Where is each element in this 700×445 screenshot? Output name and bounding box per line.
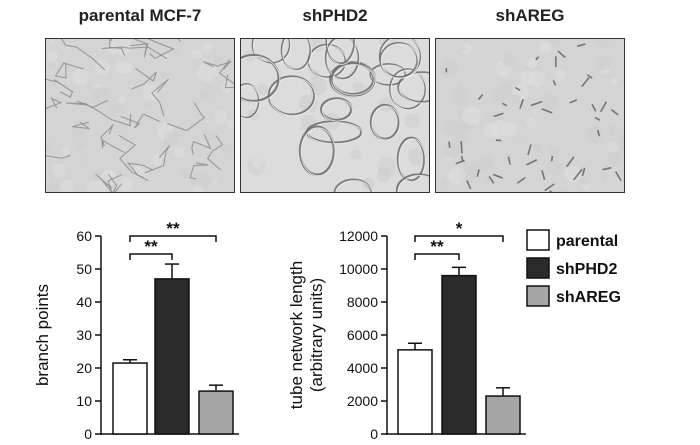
significance-label: *	[456, 219, 463, 238]
legend-label-shareg: shAREG	[556, 289, 621, 306]
chart-branch-points: 0 10 20 30 40 50 60 branch points ** **	[33, 219, 239, 442]
y-tick-label: 4000	[347, 360, 378, 376]
micrograph-shphd2	[240, 38, 430, 193]
y-axis-label: tube network length	[287, 261, 306, 409]
y-tick-label: 8000	[347, 294, 378, 310]
legend-label-parental: parental	[556, 233, 618, 250]
y-tick-label: 0	[370, 426, 378, 442]
significance-bracket	[414, 235, 504, 242]
bar-shareg	[485, 395, 521, 435]
y-tick-label: 0	[84, 426, 92, 442]
y-axis-label-units: (arbitrary units)	[307, 278, 326, 392]
bar-parental	[112, 362, 148, 435]
bar-parental	[397, 349, 433, 435]
bar-shareg	[198, 390, 234, 435]
significance-label: **	[144, 237, 158, 256]
bar-shphd2	[154, 278, 190, 435]
micrograph-parental	[45, 38, 235, 193]
significance-label: **	[430, 237, 444, 256]
y-tick-label: 6000	[347, 327, 378, 343]
legend-swatch-shphd2	[526, 257, 550, 279]
panel-title-shphd2: shPHD2	[302, 6, 368, 25]
y-tick-label: 60	[76, 228, 92, 244]
legend: parental shPHD2 shAREG	[526, 229, 621, 307]
y-axis-label: branch points	[33, 284, 52, 386]
significance-bracket	[129, 235, 217, 242]
y-tick-label: 2000	[347, 393, 378, 409]
legend-swatch-shareg	[526, 285, 550, 307]
y-tick-label: 20	[76, 360, 92, 376]
y-tick-label: 50	[76, 261, 92, 277]
legend-swatch-parental	[526, 229, 550, 251]
y-tick-label: 30	[76, 327, 92, 343]
micrograph-shareg	[435, 38, 625, 193]
significance-bracket	[129, 253, 173, 260]
significance-bracket	[414, 253, 460, 260]
y-tick-label: 40	[76, 294, 92, 310]
bar-shphd2	[441, 274, 477, 435]
y-tick-label: 10000	[339, 261, 378, 277]
y-tick-label: 10	[76, 393, 92, 409]
y-tick-label: 12000	[339, 228, 378, 244]
chart-tube-network-length: 0 2000 4000 6000 8000 10000 12000 tube network …	[287, 219, 526, 442]
panel-title-shareg: shAREG	[495, 6, 565, 25]
significance-label: **	[166, 219, 180, 238]
panel-title-parental: parental MCF-7	[78, 6, 202, 25]
legend-label-shphd2: shPHD2	[556, 261, 617, 278]
